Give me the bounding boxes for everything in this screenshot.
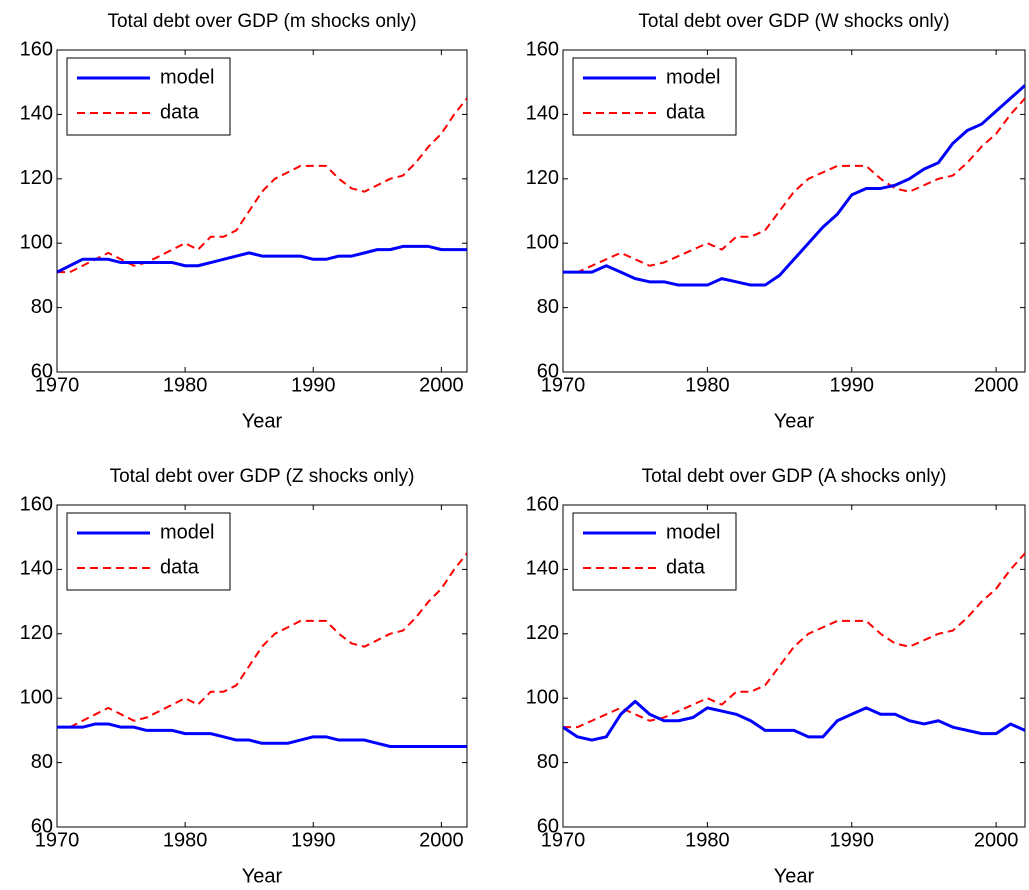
legend-box — [572, 57, 737, 136]
x-tick-label: 1980 — [163, 829, 208, 851]
legend-label: model — [160, 66, 214, 88]
legend-box — [66, 512, 231, 591]
y-tick-label: 120 — [20, 622, 53, 644]
y-tick-label: 60 — [31, 360, 53, 382]
y-tick-label: 80 — [537, 296, 559, 318]
y-tick-label: 100 — [526, 231, 559, 253]
legend-label: model — [666, 521, 720, 543]
y-tick-label: 120 — [526, 622, 559, 644]
y-tick-label: 100 — [526, 686, 559, 708]
x-tick-label: 1990 — [291, 829, 336, 851]
y-tick-label: 100 — [20, 231, 53, 253]
x-tick-label: 1990 — [291, 374, 336, 396]
x-tick-label: 1970 — [35, 374, 80, 396]
y-tick-label: 160 — [526, 493, 559, 515]
data-line — [57, 552, 467, 729]
legend-box — [572, 512, 737, 591]
x-tick-label: 2000 — [974, 374, 1019, 396]
x-tick-label: 1980 — [685, 374, 730, 396]
y-tick-label: 60 — [31, 815, 53, 837]
x-tick-label: 1990 — [830, 374, 875, 396]
y-tick-label: 160 — [526, 38, 559, 60]
y-tick-label: 120 — [20, 167, 53, 189]
y-tick-label: 60 — [537, 360, 559, 382]
chart-title: Total debt over GDP (A shocks only) — [642, 466, 947, 487]
chart-title: Total debt over GDP (Z shocks only) — [110, 466, 415, 487]
x-tick-label: 1970 — [541, 374, 586, 396]
x-tick-label: 2000 — [419, 374, 464, 396]
y-tick-label: 140 — [526, 103, 559, 125]
data-line — [563, 699, 1025, 742]
x-tick-label: 1970 — [35, 829, 80, 851]
x-tick-label: 1980 — [163, 374, 208, 396]
y-tick-label: 100 — [20, 686, 53, 708]
chart-title: Total debt over GDP (m shocks only) — [107, 11, 416, 32]
data-line — [57, 244, 467, 274]
y-tick-label: 160 — [20, 493, 53, 515]
data-line — [57, 97, 467, 274]
y-tick-label: 80 — [31, 751, 53, 773]
legend-label: data — [666, 556, 706, 578]
x-tick-label: 1980 — [685, 829, 730, 851]
legend-label: data — [666, 101, 706, 123]
x-tick-label: 1990 — [830, 829, 875, 851]
y-tick-label: 120 — [526, 167, 559, 189]
y-tick-label: 80 — [31, 296, 53, 318]
y-tick-label: 160 — [20, 38, 53, 60]
y-tick-label: 80 — [537, 751, 559, 773]
legend-label: model — [160, 521, 214, 543]
y-tick-label: 140 — [20, 558, 53, 580]
data-line — [563, 97, 1025, 274]
legend-label: model — [666, 66, 720, 88]
data-line — [57, 722, 467, 748]
x-axis-label: Year — [242, 865, 283, 887]
x-axis-label: Year — [774, 410, 815, 432]
legend-label: data — [160, 101, 200, 123]
data-line — [563, 552, 1025, 729]
x-tick-label: 1970 — [541, 829, 586, 851]
legend-box — [66, 57, 231, 136]
x-axis-label: Year — [774, 865, 815, 887]
legend-label: data — [160, 556, 200, 578]
chart-title: Total debt over GDP (W shocks only) — [638, 11, 949, 32]
y-tick-label: 140 — [20, 103, 53, 125]
y-tick-label: 60 — [537, 815, 559, 837]
x-tick-label: 2000 — [419, 829, 464, 851]
data-line — [563, 84, 1025, 287]
x-tick-label: 2000 — [974, 829, 1019, 851]
y-tick-label: 140 — [526, 558, 559, 580]
x-axis-label: Year — [242, 410, 283, 432]
